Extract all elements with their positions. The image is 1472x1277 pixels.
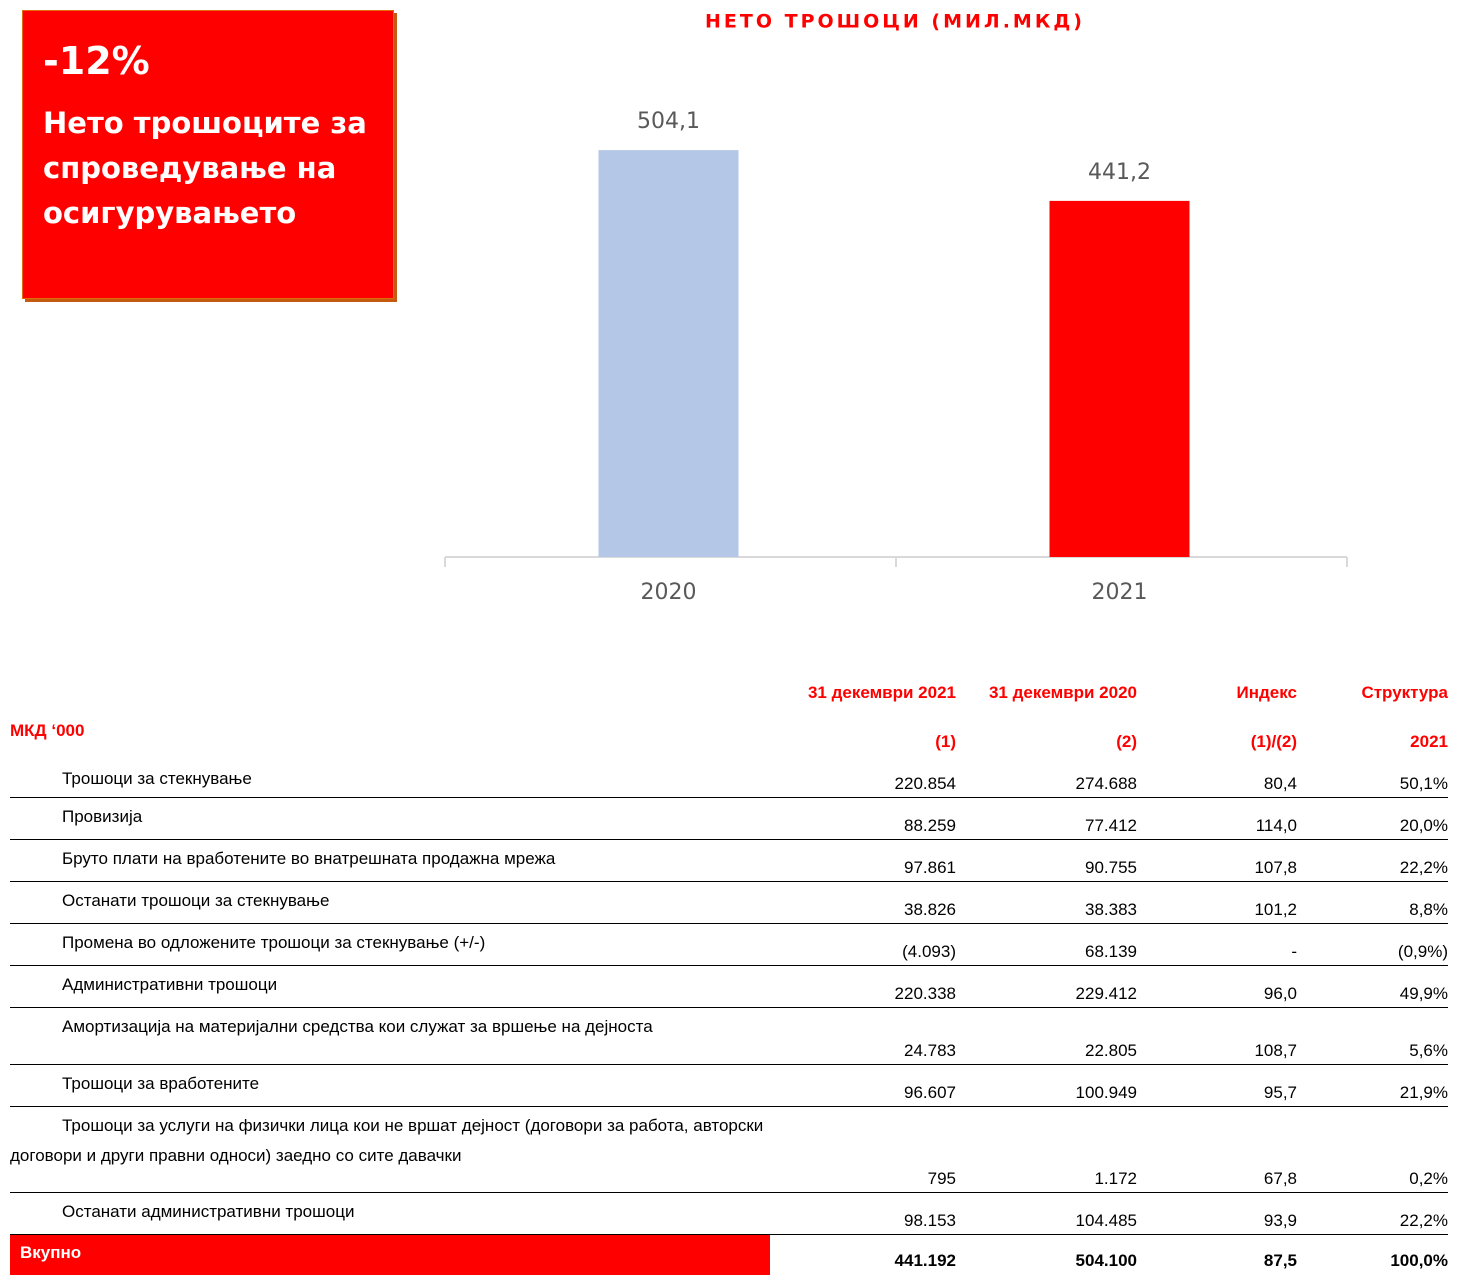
total-value: 100,0%	[1390, 1250, 1448, 1270]
value-label: 441,2	[1088, 160, 1151, 185]
cell-value: 100.949	[956, 1064, 1137, 1107]
total-value: 441.192	[894, 1250, 956, 1270]
cell-value: 229.412	[956, 965, 1137, 1008]
row-label: Останати трошоци за стекнување	[10, 881, 770, 924]
table-row: Останати административни трошоци 98.153 10…	[10, 1192, 1448, 1235]
cell-value: 98.153	[770, 1192, 956, 1235]
cell-value: 274.688	[956, 760, 1137, 798]
cell-value: 97.861	[770, 839, 956, 882]
table: МКД ‘000 31 декември 2021 31 декември 2020…	[10, 662, 1448, 1275]
cell-value: 220.854	[770, 760, 956, 798]
cell-value: 22,2%	[1297, 839, 1448, 882]
cell-value: 68.139	[956, 923, 1137, 966]
x-tick-label: 2020	[641, 580, 697, 605]
cell-value: 20,0%	[1297, 797, 1448, 840]
callout-text: Нето трошоците за спроведување на осигур…	[43, 106, 367, 230]
unit-label: МКД ‘000	[10, 721, 85, 740]
cell-value: (0,9%)	[1297, 923, 1448, 966]
cell-value: -	[1137, 923, 1297, 966]
cell-value: 108,7	[1137, 1007, 1297, 1065]
cell-value: 0,2%	[1297, 1106, 1448, 1193]
bar	[1049, 200, 1190, 558]
cell-value: 67,8	[1137, 1106, 1297, 1193]
chart: НЕТО ТРОШОЦИ (МИЛ.МКД) 2020 504,1 2021 441,…	[444, 11, 1348, 605]
table-row: Трошоци за услуги на физички лица кои не…	[10, 1106, 1448, 1193]
cell-value: 77.412	[956, 797, 1137, 840]
cell-value: 104.485	[956, 1192, 1137, 1235]
column-header: 31 декември 2021	[807, 683, 956, 702]
cell-value: 795	[770, 1106, 956, 1193]
cell-value: 1.172	[956, 1106, 1137, 1193]
cell-value: 49,9%	[1297, 965, 1448, 1008]
cell-value: 5,6%	[1297, 1007, 1448, 1065]
cell-value: 38.826	[770, 881, 956, 924]
table-row: Провизија 88.259 77.412 114,0 20,0%	[10, 797, 1448, 840]
cell-value: 8,8%	[1297, 881, 1448, 924]
cell-value: 96,0	[1137, 965, 1297, 1008]
cell-value: 38.383	[956, 881, 1137, 924]
table-row: Административни трошоци 220.338 229.412 96,…	[10, 965, 1448, 1008]
total-value: 87,5	[1263, 1250, 1297, 1270]
column-subheader: (1)	[935, 732, 956, 751]
row-label: Трошоци за услуги на физички лица кои не…	[10, 1106, 770, 1193]
table-row: Бруто плати на вработените во внатрешнат…	[10, 839, 1448, 882]
cell-value: 50,1%	[1297, 760, 1448, 798]
cell-value: 95,7	[1137, 1064, 1297, 1107]
column-subheader: 2021	[1410, 732, 1448, 751]
table-row: Амортизација на материјални средства кои…	[10, 1007, 1448, 1065]
row-label: Трошоци за стекнување	[10, 760, 770, 798]
cell-value: 88.259	[770, 797, 956, 840]
total-label: Вкупно	[10, 1234, 770, 1275]
row-label: Бруто плати на вработените во внатрешнат…	[10, 839, 770, 882]
cell-value: 114,0	[1137, 797, 1297, 840]
column-subheader: (1)/(2)	[1250, 732, 1297, 751]
row-label: Амортизација на материјални средства кои…	[10, 1007, 770, 1065]
cell-value: 107,8	[1137, 839, 1297, 882]
callout-headline: -12%	[43, 39, 150, 83]
bar	[598, 150, 739, 557]
cell-value: 90.755	[956, 839, 1137, 882]
total-value: 504.100	[1075, 1250, 1137, 1270]
cell-value: 24.783	[770, 1007, 956, 1065]
cell-value: 21,9%	[1297, 1064, 1448, 1107]
cell-value: (4.093)	[770, 923, 956, 966]
row-label: Промена во одложените трошоци за стекнув…	[10, 923, 770, 966]
row-label: Административни трошоци	[10, 965, 770, 1008]
cell-value: 96.607	[770, 1064, 956, 1107]
column-header: 31 декември 2020	[988, 683, 1137, 702]
cell-value: 220.338	[770, 965, 956, 1008]
table-row: Промена во одложените трошоци за стекнув…	[10, 923, 1448, 966]
cell-value: 101,2	[1137, 881, 1297, 924]
column-header: Структура	[1361, 683, 1448, 702]
cell-value: 80,4	[1137, 760, 1297, 798]
row-label: Трошоци за вработените	[10, 1064, 770, 1107]
table-row: Трошоци за вработените 96.607 100.949 95,7 2…	[10, 1064, 1448, 1107]
cell-value: 93,9	[1137, 1192, 1297, 1235]
cell-value: 22.805	[956, 1007, 1137, 1065]
chart-title: НЕТО ТРОШОЦИ (МИЛ.МКД)	[705, 11, 1085, 33]
row-label: Провизија	[10, 797, 770, 840]
row-label: Останати административни трошоци	[10, 1192, 770, 1235]
column-subheader: (2)	[1116, 732, 1137, 751]
callout: -12% Нето трошоците за спроведување на о…	[22, 10, 394, 299]
table-row: (1) (2) (1)/(2) 2021	[10, 724, 1448, 760]
column-header: Индекс	[1236, 683, 1297, 702]
table-row: Вкупно 441.192 504.100 87,5 100,0%	[10, 1234, 1448, 1275]
table-row: Трошоци за стекнување 220.854 274.688 80,4 5…	[10, 760, 1448, 798]
table-row: МКД ‘000 31 декември 2021 31 декември 2020…	[10, 662, 1448, 740]
value-label: 504,1	[637, 109, 700, 134]
table-row: Останати трошоци за стекнување 38.826 38.3…	[10, 881, 1448, 924]
x-tick-label: 2021	[1092, 580, 1148, 605]
cell-value: 22,2%	[1297, 1192, 1448, 1235]
